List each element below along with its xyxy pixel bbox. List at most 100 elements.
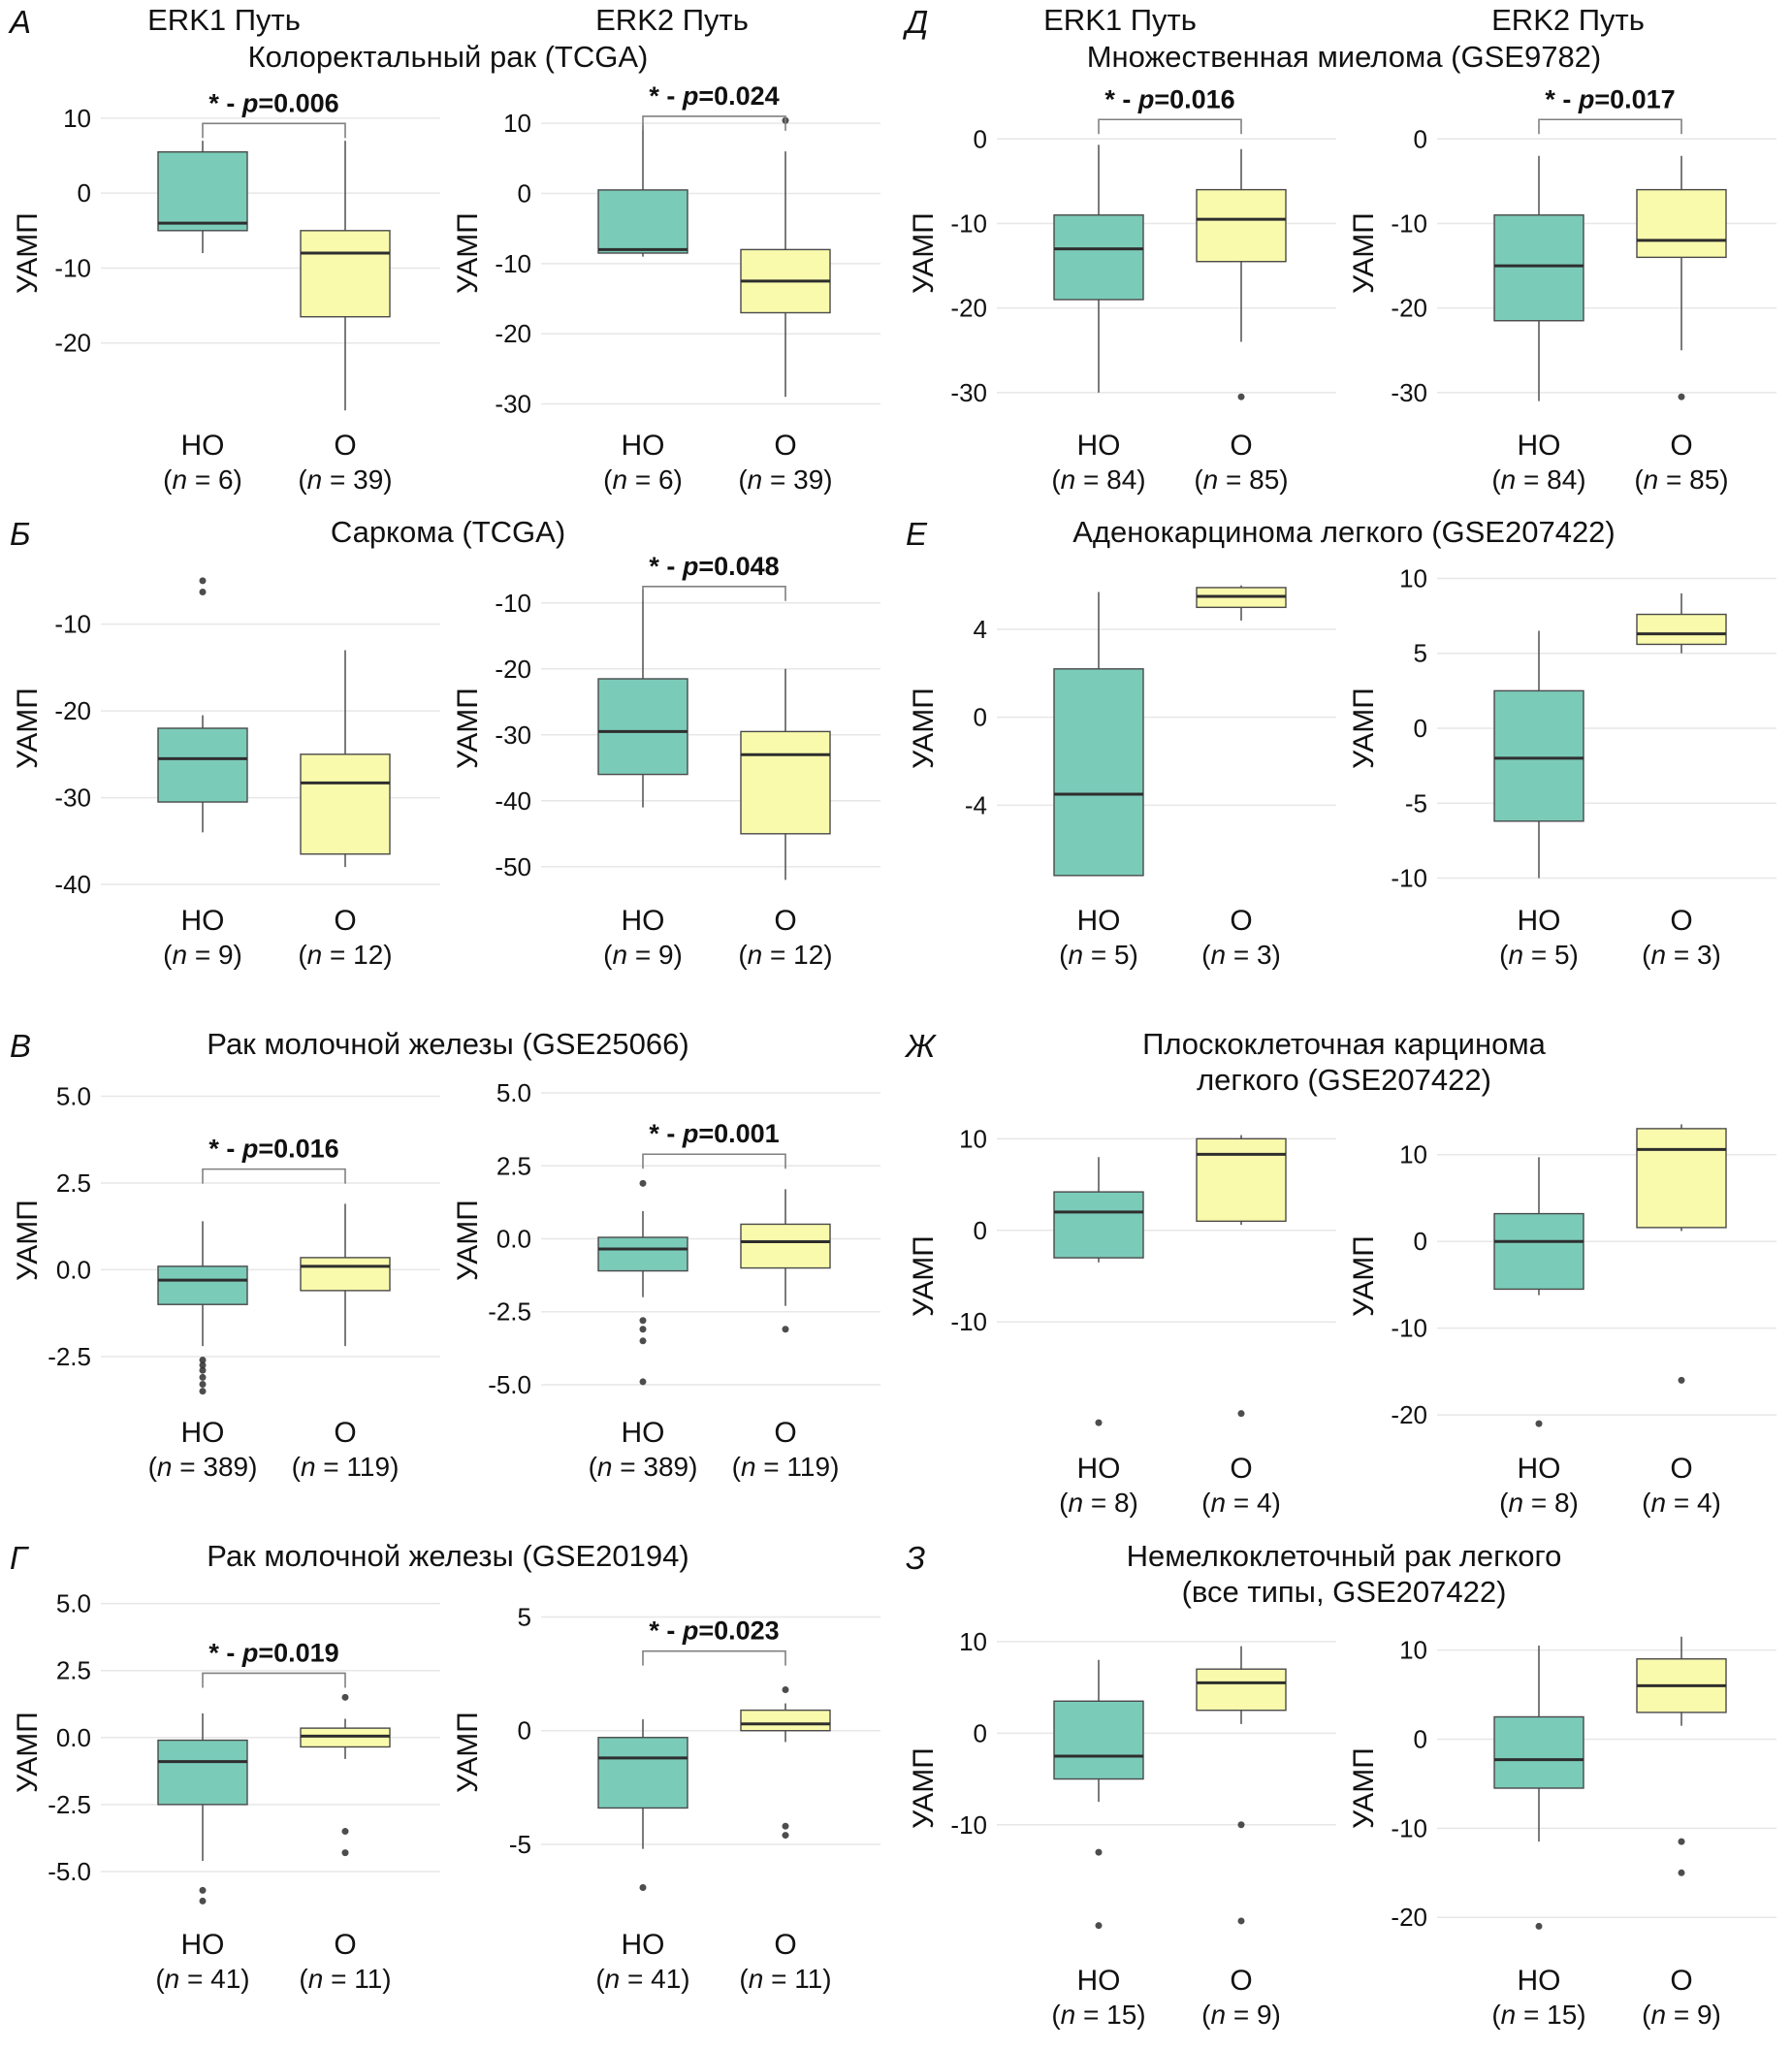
group-n-label: (n = 41) — [595, 1964, 689, 1994]
box-o — [1636, 188, 1727, 259]
y-tick-label: -20 — [54, 696, 91, 725]
panel-g: Г Рак молочной железы (GSE20194) 5.0 2.5 0.0… — [0, 1536, 896, 2048]
group-n-label: (n = 15) — [1051, 2000, 1145, 2030]
y-tick-label: -20 — [950, 294, 987, 323]
p-value-label: * - p=0.006 — [208, 88, 338, 117]
y-tick-label: 5.0 — [56, 1589, 91, 1618]
group-n-label: (n = 12) — [738, 940, 832, 970]
panel-plots-e: 4 0 -4 УАМП НО (n = 5) О (n = 3) 10 5 0 -5 -10 УАМП НО… — [896, 550, 1792, 981]
panel-zh: Ж Плоскоклеточная карцинома легкого (GSE20… — [896, 1024, 1792, 1536]
panel-z: З Немелкоклеточный рак легкого (все типы, … — [896, 1536, 1792, 2048]
box-no — [157, 727, 248, 803]
y-tick-label: -30 — [495, 390, 531, 419]
group-label: НО — [622, 1417, 665, 1449]
box-no — [597, 678, 688, 776]
group-n-label: (n = 5) — [1499, 940, 1579, 970]
outlier-point — [199, 1373, 207, 1381]
significance-bracket — [642, 115, 786, 131]
outlier-point — [782, 1326, 789, 1333]
outlier-point — [199, 1366, 207, 1374]
group-n-label: (n = 12) — [298, 940, 392, 970]
outlier-point — [1095, 1848, 1103, 1856]
p-value-label: * - p=0.024 — [649, 81, 779, 111]
outlier-point — [639, 1378, 647, 1386]
y-tick-label: -10 — [1391, 1314, 1427, 1343]
y-tick-label: 0 — [1414, 714, 1427, 743]
significance-bracket — [202, 1168, 346, 1184]
y-tick-label: 0.0 — [56, 1723, 91, 1752]
y-axis-label: УАМП — [452, 212, 484, 294]
group-label: НО — [1518, 1453, 1561, 1485]
y-tick-label: -10 — [950, 208, 987, 238]
panel-title-line: Аденокарцинома легкого (GSE207422) — [1072, 515, 1616, 549]
y-tick-label: -40 — [495, 786, 531, 816]
y-tick-label: 10 — [1399, 563, 1427, 592]
boxplot-g-2: 5 0 -5 УАМП НО(n = 41) О(n = 11) * - p=0.023 — [452, 1602, 880, 1994]
group-n-label: (n = 389) — [148, 1452, 258, 1482]
box-no — [1493, 214, 1584, 322]
y-tick-label: -40 — [54, 870, 91, 899]
panel-letter-v: В — [10, 1028, 32, 1064]
box-no — [1053, 1191, 1144, 1259]
y-tick-label: 0 — [1414, 1227, 1427, 1256]
boxplot-e-1: 4 0 -4 УАМП НО(n = 5) О(n = 3) — [908, 585, 1336, 970]
y-axis-label: УАМП — [908, 688, 940, 769]
panel-letter-z: З — [906, 1540, 926, 1576]
panel-title-e: Аденокарцинома легкого (GSE207422) — [896, 514, 1792, 550]
outlier-point — [199, 1361, 207, 1369]
panel-title-line: легкого (GSE207422) — [1197, 1063, 1491, 1097]
y-tick-label: 10 — [503, 109, 531, 138]
outlier-point — [1535, 1420, 1543, 1427]
panel-plots-a: 10 0 -10 -20 УАМП НО (n = 6) О (n = 39) * - p=0.0… — [0, 75, 896, 506]
significance-bracket — [642, 1153, 786, 1169]
outlier-point — [199, 1388, 207, 1395]
boxplot-d-2: 0 -10 -20 -30 УАМП НО(n = 84) О(n = 85) * - p=0… — [1348, 84, 1776, 495]
outlier-point — [1678, 1869, 1685, 1876]
p-value-label: * - p=0.017 — [1545, 84, 1675, 113]
outlier-point — [199, 1381, 207, 1389]
pathway-headers: ERK1 Путь ERK2 Путь — [0, 2, 896, 39]
panel-plots-v: 5.0 2.5 0.0 -2.5 УАМП НО (n = 389) О (n = 119) * … — [0, 1062, 896, 1493]
outlier-point — [341, 1828, 349, 1836]
boxplot-a-1: 10 0 -10 -20 УАМП НО(n = 6) О(n = 39) * - p=0.0… — [12, 88, 440, 495]
outlier-point — [639, 1179, 647, 1187]
y-tick-label: -30 — [1391, 378, 1427, 407]
y-tick-label: 0 — [974, 1216, 987, 1245]
group-label: НО — [1518, 905, 1561, 937]
panel-title-g: Рак молочной железы (GSE20194) — [0, 1538, 896, 1574]
significance-bracket — [1098, 118, 1242, 135]
group-label: О — [774, 1929, 796, 1961]
y-axis-label: УАМП — [452, 1200, 484, 1281]
group-n-label: (n = 85) — [1634, 464, 1728, 495]
y-axis-label: УАМП — [452, 1712, 484, 1793]
box-o — [1196, 188, 1287, 263]
outlier-point — [199, 577, 207, 585]
group-label: НО — [622, 1929, 665, 1961]
group-label: НО — [1518, 1965, 1561, 1997]
group-label: НО — [181, 905, 225, 937]
panel-v: В Рак молочной железы (GSE25066) 5.0 2.5 0.0… — [0, 1024, 896, 1536]
y-tick-label: -10 — [950, 1307, 987, 1336]
boxplot-v-1: 5.0 2.5 0.0 -2.5 УАМП НО(n = 389) О(n = 119) * … — [12, 1081, 440, 1482]
group-label: О — [334, 430, 356, 462]
outlier-point — [1237, 393, 1245, 400]
group-n-label: (n = 119) — [292, 1452, 400, 1482]
panel-title-line: Немелкоклеточный рак легкого — [1126, 1539, 1562, 1573]
y-tick-label: -5 — [509, 1830, 531, 1859]
y-tick-label: -5.0 — [48, 1857, 91, 1886]
y-tick-label: 0 — [518, 179, 531, 208]
y-tick-label: 5.0 — [496, 1078, 531, 1107]
boxplot-zh-2: 10 0 -10 -20 УАМП НО(n = 8) О(n = 4) — [1348, 1124, 1776, 1518]
y-tick-label: -10 — [1391, 1813, 1427, 1842]
y-tick-label: -10 — [54, 610, 91, 639]
y-tick-label: -20 — [495, 655, 531, 684]
boxplot-b-2: -10 -20 -30 -40 -50 УАМП НО(n = 9) О(n = 12) * -… — [452, 552, 880, 970]
panel-a: А ERK1 Путь ERK2 Путь Колоректальный рак (T… — [0, 0, 896, 512]
outlier-point — [199, 1356, 207, 1363]
p-value-label: * - p=0.001 — [649, 1119, 779, 1148]
boxplot-z-1: 10 0 -10 УАМП НО(n = 15) О(n = 9) — [908, 1627, 1336, 2030]
panel-letter-d: Д — [906, 4, 929, 40]
y-tick-label: 2.5 — [496, 1151, 531, 1180]
boxplot-e-2: 10 5 0 -5 -10 УАМП НО(n = 5) О(n = 3) — [1348, 563, 1776, 970]
y-tick-label: 0 — [974, 1718, 987, 1747]
